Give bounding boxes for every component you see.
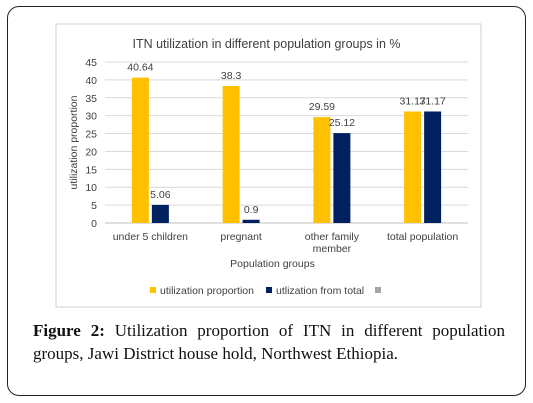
x-tick-label: member bbox=[313, 243, 352, 255]
data-label: 0.9 bbox=[244, 204, 259, 216]
data-label: 31.17 bbox=[399, 95, 425, 107]
x-tick-label: other family bbox=[305, 231, 360, 243]
data-label: 5.06 bbox=[150, 189, 171, 201]
y-tick-label: 45 bbox=[85, 57, 97, 69]
data-label: 40.64 bbox=[127, 62, 153, 74]
y-tick-label: 0 bbox=[91, 218, 97, 230]
y-tick-label: 20 bbox=[85, 146, 97, 158]
x-tick-label: under 5 children bbox=[113, 231, 188, 243]
y-tick-label: 5 bbox=[91, 200, 97, 212]
chart-title: ITN utilization in different population … bbox=[133, 37, 401, 51]
data-label: 29.59 bbox=[309, 101, 335, 113]
y-tick-label: 25 bbox=[85, 129, 97, 141]
bar-utilization-proportion bbox=[313, 117, 331, 223]
y-axis-label: utilization proportion bbox=[68, 95, 80, 189]
legend-swatch bbox=[266, 287, 272, 293]
bar-utilization-proportion bbox=[404, 111, 422, 223]
legend-label: utlization from total bbox=[276, 285, 364, 297]
bar-utilization-from-total bbox=[333, 133, 351, 223]
y-tick-label: 35 bbox=[85, 93, 97, 105]
legend-swatch bbox=[150, 287, 156, 293]
bar-utilization-from-total bbox=[424, 111, 442, 223]
y-tick-label: 15 bbox=[85, 164, 97, 176]
figure-frame bbox=[7, 6, 526, 396]
caption-label: Figure 2: bbox=[33, 321, 105, 340]
y-tick-label: 40 bbox=[85, 75, 97, 87]
bar-utilization-from-total bbox=[242, 219, 260, 223]
legend-swatch bbox=[375, 287, 381, 293]
legend-label: utilization proportion bbox=[160, 285, 254, 297]
caption-text: Utilization proportion of ITN in differe… bbox=[33, 321, 505, 363]
bar-utilization-proportion bbox=[222, 85, 240, 224]
figure-caption: Figure 2: Utilization proportion of ITN … bbox=[33, 319, 505, 365]
data-label: 31.17 bbox=[419, 95, 445, 107]
data-label: 38.3 bbox=[221, 70, 242, 82]
y-tick-label: 30 bbox=[85, 111, 97, 123]
data-label: 25.12 bbox=[329, 117, 355, 129]
bar-utilization-proportion bbox=[131, 77, 149, 223]
y-tick-label: 10 bbox=[85, 182, 97, 194]
bar-utilization-from-total bbox=[151, 204, 169, 223]
x-axis-label: Population groups bbox=[230, 258, 315, 270]
x-tick-label: total population bbox=[387, 231, 458, 243]
x-tick-label: pregnant bbox=[220, 231, 262, 243]
